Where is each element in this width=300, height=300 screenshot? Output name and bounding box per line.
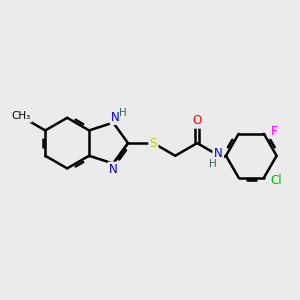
Text: H: H (209, 159, 217, 169)
Text: N: N (214, 147, 223, 161)
Text: N: N (109, 163, 118, 176)
Text: F: F (271, 124, 278, 138)
Text: H: H (119, 108, 127, 118)
Text: N: N (111, 111, 120, 124)
Text: S: S (150, 136, 157, 150)
Text: CH₃: CH₃ (11, 111, 31, 122)
Text: O: O (193, 114, 202, 127)
Text: Cl: Cl (270, 174, 282, 187)
